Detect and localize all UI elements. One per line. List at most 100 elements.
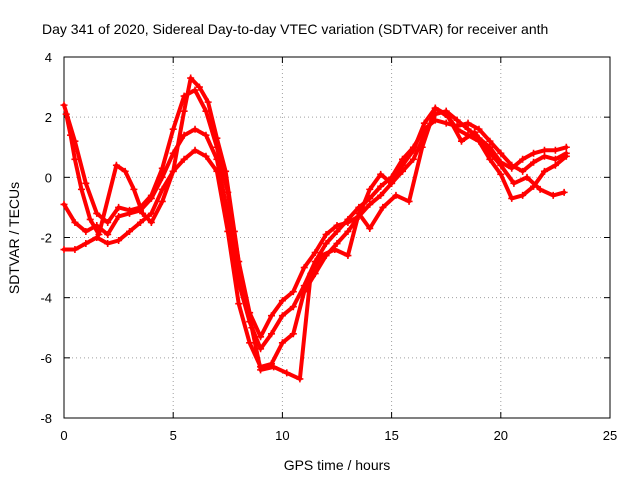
data-point	[60, 246, 68, 254]
data-point	[213, 134, 221, 142]
data-point	[147, 194, 155, 202]
data-series	[60, 74, 570, 383]
x-tick-label: 0	[60, 428, 67, 443]
data-point	[235, 300, 243, 308]
data-point	[484, 146, 492, 154]
data-point	[431, 104, 439, 112]
data-point	[508, 161, 516, 169]
data-point	[562, 152, 570, 160]
data-point	[355, 203, 363, 211]
data-point	[130, 185, 138, 193]
data-point	[311, 249, 319, 257]
data-point	[392, 191, 400, 199]
grid	[64, 57, 610, 418]
data-point	[82, 179, 90, 187]
data-point	[246, 339, 254, 347]
series-trace-4	[62, 74, 568, 383]
data-point	[126, 209, 134, 217]
data-point	[239, 288, 247, 296]
data-point	[530, 149, 538, 157]
data-point	[344, 252, 352, 260]
data-point	[278, 339, 286, 347]
data-point	[204, 98, 212, 106]
data-point	[147, 218, 155, 226]
data-point	[560, 188, 568, 196]
data-point	[82, 240, 90, 248]
data-point	[112, 161, 120, 169]
x-tick-label: 5	[170, 428, 177, 443]
data-point	[366, 200, 374, 208]
data-point	[191, 86, 199, 94]
data-point	[121, 167, 129, 175]
y-tick-label: -2	[40, 231, 52, 246]
data-point	[158, 197, 166, 205]
data-point	[453, 116, 461, 124]
data-point	[388, 179, 396, 187]
data-point	[355, 209, 363, 217]
data-point	[420, 119, 428, 127]
data-point	[540, 152, 548, 160]
data-point	[418, 143, 426, 151]
x-tick-label: 25	[603, 428, 617, 443]
y-tick-label: 2	[45, 110, 52, 125]
data-point	[333, 227, 341, 235]
data-point	[158, 173, 166, 181]
data-point	[270, 363, 278, 371]
data-point	[540, 167, 548, 175]
data-point	[409, 146, 417, 154]
data-point	[222, 167, 230, 175]
data-point	[257, 333, 265, 341]
data-point	[104, 240, 112, 248]
data-point	[377, 182, 385, 190]
data-point	[409, 155, 417, 163]
data-point	[377, 170, 385, 178]
data-point	[169, 125, 177, 133]
data-point	[195, 83, 203, 91]
data-point	[296, 375, 304, 383]
data-point	[202, 152, 210, 160]
data-point	[289, 330, 297, 338]
data-point	[104, 230, 112, 238]
data-point	[497, 161, 505, 169]
data-point	[283, 369, 291, 377]
y-tick-label: -4	[40, 291, 52, 306]
data-point	[62, 110, 70, 118]
data-point	[104, 218, 112, 226]
data-point	[344, 227, 352, 235]
series-line	[64, 76, 567, 381]
data-point	[300, 264, 308, 272]
data-point	[257, 366, 265, 374]
data-point	[230, 227, 238, 235]
data-point	[551, 161, 559, 169]
data-point	[71, 218, 79, 226]
data-point	[300, 288, 308, 296]
data-point	[322, 230, 330, 238]
data-point	[475, 125, 483, 133]
data-point	[169, 167, 177, 175]
x-axis-label: GPS time / hours	[284, 457, 391, 473]
data-point	[95, 230, 103, 238]
y-tick-label: 4	[45, 50, 52, 65]
data-point	[180, 131, 188, 139]
series-trace-2	[60, 116, 570, 353]
data-point	[115, 212, 123, 220]
data-point	[60, 200, 68, 208]
data-point	[67, 131, 75, 139]
data-point	[457, 137, 465, 145]
data-point	[77, 185, 85, 193]
x-tick-label: 15	[384, 428, 398, 443]
chart-title: Day 341 of 2020, Sidereal Day-to-day VTE…	[42, 21, 548, 37]
data-point	[71, 155, 79, 163]
data-point	[202, 131, 210, 139]
data-point	[497, 170, 505, 178]
data-point	[289, 288, 297, 296]
data-point	[344, 215, 352, 223]
data-point	[562, 143, 570, 151]
y-tick-label: 0	[45, 170, 52, 185]
x-tick-label: 10	[275, 428, 289, 443]
data-point	[318, 252, 326, 260]
data-point	[180, 155, 188, 163]
data-point	[322, 240, 330, 248]
data-point	[331, 246, 339, 254]
